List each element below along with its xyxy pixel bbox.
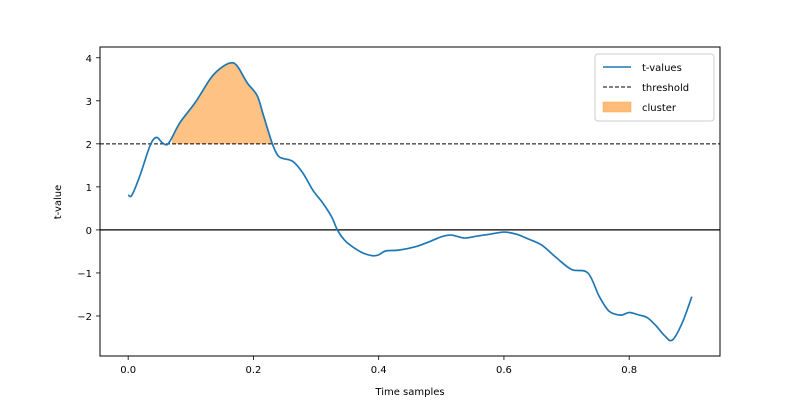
y-tick-label: 2 xyxy=(86,140,92,151)
y-tick-label: −2 xyxy=(77,312,92,323)
legend-label-threshold: threshold xyxy=(642,83,689,94)
x-tick-label: 0.6 xyxy=(496,365,512,376)
y-tick-label: 4 xyxy=(86,54,92,65)
axes-frame xyxy=(99,46,721,357)
y-tick-label: −1 xyxy=(77,269,92,280)
y-axis-ticks: −2 −1 0 1 2 3 4 xyxy=(77,54,100,323)
x-tick-label: 0.8 xyxy=(621,365,637,376)
x-axis-ticks: 0.0 0.2 0.4 0.6 0.8 xyxy=(120,356,637,376)
legend-label-t-values: t-values xyxy=(642,63,682,74)
t-values-path xyxy=(127,61,693,342)
x-tick-label: 0.2 xyxy=(245,365,261,376)
cluster-area xyxy=(172,62,273,144)
x-tick-label: 0.4 xyxy=(371,365,387,376)
x-tick-label: 0.0 xyxy=(120,365,136,376)
y-axis-label: t-value xyxy=(53,185,64,220)
reference-lines xyxy=(100,143,720,231)
y-tick-label: 1 xyxy=(86,183,92,194)
cluster-fill xyxy=(172,62,273,144)
t-values-line xyxy=(127,61,693,342)
legend-patch-icon xyxy=(602,101,632,113)
y-tick-label: 3 xyxy=(86,97,92,108)
y-tick-label: 0 xyxy=(86,226,92,237)
x-axis-label: Time samples xyxy=(374,387,444,398)
legend-label-cluster: cluster xyxy=(642,103,677,114)
legend: t-values threshold cluster xyxy=(594,53,715,122)
